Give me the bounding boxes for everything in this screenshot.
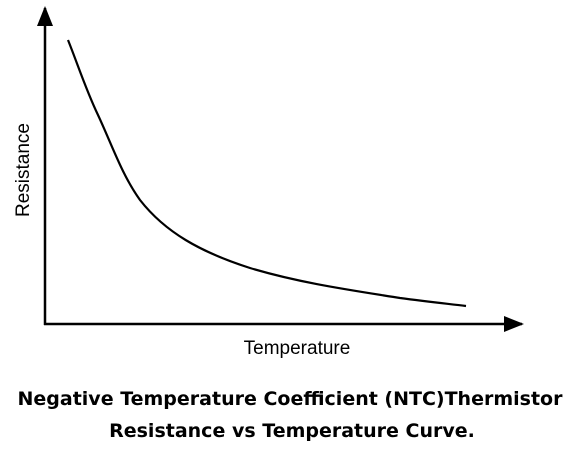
y-axis-label: Resistance — [13, 123, 34, 217]
curve — [66, 39, 467, 308]
caption-line: Resistance vs Temperature Curve. — [109, 420, 475, 442]
caption-line: Negative Temperature Coefficient (NTC)Th… — [18, 388, 564, 410]
x-axis-label: Temperature — [244, 338, 351, 359]
